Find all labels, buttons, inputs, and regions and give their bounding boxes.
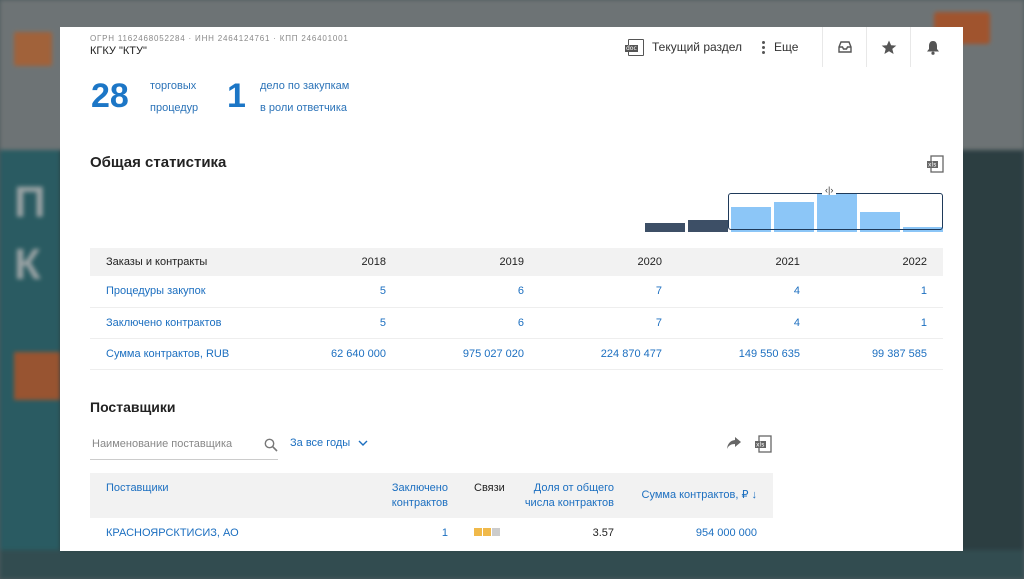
- more-dots-icon: [762, 40, 766, 54]
- inbox-button[interactable]: [822, 27, 866, 67]
- more-label: Еще: [774, 40, 799, 54]
- table-row[interactable]: КРАСНОЯРСКТИСИЗ, АО 1 3.57 954 000 000: [90, 518, 773, 548]
- supplier-share: 3.57: [592, 527, 614, 539]
- doc-icon: doc: [625, 38, 644, 56]
- stats-col-label: Заказы и контракты: [90, 248, 275, 276]
- bell-icon: [926, 40, 939, 55]
- supplier-name-link[interactable]: КРАСНОЯРСКТИСИЗ, АО: [106, 527, 239, 539]
- mini-chart-bar[interactable]: [688, 220, 728, 232]
- suppliers-title: Поставщики: [90, 399, 176, 415]
- cases-label-1[interactable]: дело по закупкам: [260, 80, 350, 92]
- stats-cell-link[interactable]: 1: [815, 276, 943, 308]
- col-contracts-line-1: Заключено: [391, 481, 448, 494]
- col-share-line-2: числа контрактов: [524, 496, 614, 509]
- stats-col-year: 2020: [540, 248, 678, 276]
- stats-col-year: 2019: [402, 248, 540, 276]
- star-icon: [881, 40, 896, 54]
- stats-cell-link[interactable]: 6: [402, 307, 540, 339]
- years-filter-dropdown[interactable]: За все годы: [290, 437, 368, 449]
- col-contracts[interactable]: Заключено контрактов: [322, 473, 462, 518]
- cases-count[interactable]: 1: [227, 77, 246, 115]
- general-stats-title: Общая статистика: [90, 154, 227, 171]
- company-name: КГКУ "КТУ": [90, 45, 147, 57]
- svg-text:xls: xls: [756, 442, 764, 449]
- procedures-label-2[interactable]: процедур: [150, 102, 199, 114]
- mini-chart-bar[interactable]: [817, 194, 857, 232]
- stats-cell-link[interactable]: 6: [402, 276, 540, 308]
- stats-cell-link[interactable]: 5: [275, 307, 403, 339]
- search-icon[interactable]: [264, 438, 278, 452]
- background-logo-icon: [14, 32, 52, 66]
- brush-handle[interactable]: ‹|›: [822, 185, 837, 195]
- supplier-sum[interactable]: 954 000 000: [695, 527, 757, 539]
- suppliers-table: Поставщики Заключено контрактов Связи Дол…: [90, 473, 773, 548]
- svg-text:xls: xls: [928, 162, 936, 169]
- stats-row-label-link[interactable]: Заключено контрактов: [90, 307, 275, 339]
- suppliers-xls-export-icon[interactable]: xls: [754, 435, 772, 453]
- background-big-letter-2: К: [14, 240, 41, 289]
- procedures-count[interactable]: 28: [91, 77, 129, 115]
- notifications-button[interactable]: [910, 27, 954, 67]
- table-row: Процедуры закупок 5 6 7 4 1: [90, 276, 943, 308]
- background-cta: [14, 352, 60, 400]
- col-contracts-line-2: контрактов: [391, 496, 448, 509]
- stats-cell-link[interactable]: 149 550 635: [677, 338, 816, 370]
- xls-export-icon[interactable]: xls: [926, 155, 944, 173]
- stats-cell-link[interactable]: 4: [677, 307, 816, 339]
- stats-cell-link[interactable]: 1: [815, 307, 943, 339]
- favorite-button[interactable]: [866, 27, 910, 67]
- col-links: Связи: [462, 473, 522, 518]
- col-share-line-1: Доля от общего: [533, 481, 614, 494]
- company-requisites: ОГРН 1162468052284 · ИНН 2464124761 · КП…: [90, 34, 349, 43]
- chevron-down-icon: [358, 440, 368, 446]
- stats-row-label-link[interactable]: Сумма контрактов, RUB: [90, 338, 275, 370]
- stats-cell-link[interactable]: 62 640 000: [275, 338, 403, 370]
- chart-range-brush[interactable]: ‹|›: [728, 185, 943, 230]
- col-share[interactable]: Доля от общего числа контрактов: [522, 473, 628, 518]
- supplier-contracts[interactable]: 1: [441, 527, 448, 539]
- background-hero-stripe: [0, 150, 60, 550]
- stats-row-label-link[interactable]: Процедуры закупок: [90, 276, 275, 308]
- mini-chart-bar[interactable]: [645, 223, 685, 232]
- current-section-label: Текущий раздел: [652, 40, 743, 54]
- years-filter-label: За все годы: [290, 437, 351, 449]
- supplier-search: [90, 430, 278, 460]
- stats-cell-link[interactable]: 4: [677, 276, 816, 308]
- mini-bar-chart[interactable]: [645, 192, 945, 232]
- current-section-button[interactable]: doc Текущий раздел: [625, 27, 743, 67]
- supplier-links-indicator: [462, 518, 522, 548]
- mini-chart-bar[interactable]: [731, 207, 771, 232]
- background-big-letter-1: П: [14, 178, 46, 227]
- stats-cell-link[interactable]: 975 027 020: [402, 338, 540, 370]
- procedures-label-1[interactable]: торговых: [150, 80, 197, 92]
- stats-cell-link[interactable]: 99 387 585: [815, 338, 943, 370]
- stats-col-year: 2021: [677, 248, 816, 276]
- supplier-search-input[interactable]: [90, 430, 258, 458]
- table-row: Сумма контрактов, RUB 62 640 000 975 027 0…: [90, 338, 943, 370]
- stats-col-year: 2022: [815, 248, 943, 276]
- mini-chart-bar[interactable]: [860, 212, 900, 232]
- stats-cell-link[interactable]: 5: [275, 276, 403, 308]
- stats-col-year: 2018: [275, 248, 403, 276]
- stats-table: Заказы и контракты 2018 2019 2020 2021 2022 П…: [90, 248, 943, 370]
- mini-chart-bar[interactable]: [774, 202, 814, 232]
- share-icon[interactable]: [726, 436, 742, 450]
- cases-label-2[interactable]: в роли ответчика: [260, 102, 347, 114]
- stats-cell-link[interactable]: 7: [540, 307, 678, 339]
- inbox-icon: [837, 41, 852, 53]
- company-modal: ОГРН 1162468052284 · ИНН 2464124761 · КП…: [60, 27, 963, 551]
- stats-cell-link[interactable]: 224 870 477: [540, 338, 678, 370]
- stats-cell-link[interactable]: 7: [540, 276, 678, 308]
- more-button[interactable]: Еще: [762, 27, 798, 67]
- col-suppliers[interactable]: Поставщики: [90, 473, 322, 518]
- col-sum[interactable]: Сумма контрактов, ₽ ↓: [628, 473, 773, 518]
- modal-header: ОГРН 1162468052284 · ИНН 2464124761 · КП…: [60, 27, 963, 67]
- background-footer-bar: [0, 550, 1024, 579]
- table-row: Заключено контрактов 5 6 7 4 1: [90, 307, 943, 339]
